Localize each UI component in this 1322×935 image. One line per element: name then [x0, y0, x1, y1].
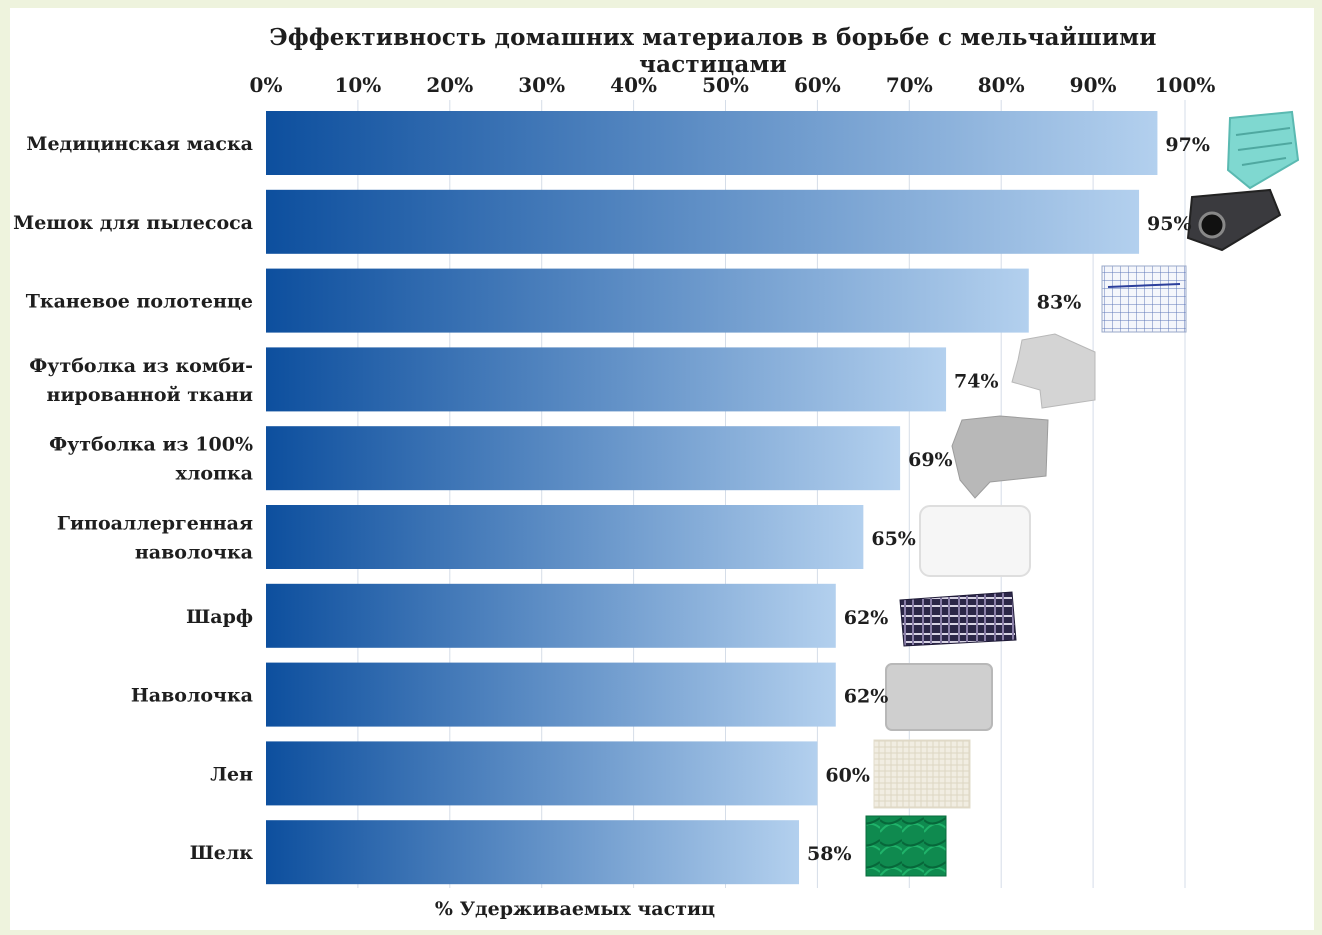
bar [266, 662, 836, 727]
category-label: Футболка из 100% [49, 434, 253, 456]
x-tick-label: 20% [426, 73, 473, 97]
bar [266, 741, 818, 806]
pillow-white-icon [919, 505, 1031, 577]
chart-title: Эффективность домашних материалов в борь… [269, 24, 1157, 78]
material-images [865, 110, 1300, 877]
x-axis-label: % Удерживаемых частиц [434, 898, 716, 920]
value-label: 97% [1165, 134, 1210, 156]
bar [266, 111, 1158, 175]
category-label: Лен [210, 763, 253, 785]
value-label: 74% [954, 370, 999, 392]
category-label: Шарф [186, 606, 253, 628]
scarf-icon [899, 591, 1017, 647]
value-label: 83% [1037, 292, 1082, 314]
value-label: 65% [871, 528, 916, 550]
category-label: Медицинская маска [26, 133, 253, 155]
category-label: Футболка из комби- [29, 355, 253, 377]
x-tick-label: 90% [1070, 73, 1117, 97]
mask-icon [1226, 110, 1300, 190]
value-label: 58% [807, 843, 852, 865]
x-tick-label: 100% [1155, 73, 1216, 97]
x-tick-label: 70% [886, 73, 933, 97]
x-tick-label: 40% [610, 73, 657, 97]
value-label: 60% [825, 764, 870, 786]
category-label: хлопка [176, 463, 253, 485]
category-label: Шелк [190, 842, 254, 864]
tshirt-cotton-icon [951, 415, 1049, 499]
x-tick-label: 30% [518, 73, 565, 97]
bar [266, 347, 947, 412]
x-tick-label: 50% [702, 73, 749, 97]
value-label: 69% [908, 449, 953, 471]
linen-icon [873, 739, 971, 809]
bar [266, 505, 864, 569]
silk-icon [865, 815, 947, 877]
category-label: Наволочка [131, 685, 253, 707]
bar [266, 268, 1029, 333]
bar [266, 820, 800, 885]
pillowcase-icon [885, 663, 993, 731]
vacuum-bag-icon [1186, 188, 1282, 252]
bar [266, 189, 1140, 254]
category-labels: Медицинская маска Мешок для пылесоса Ткане… [13, 133, 253, 864]
tshirt-blend-icon [1011, 333, 1096, 409]
value-labels: 97% 95% 83% 74% 69% 65% 62% 62% 60% 58% [807, 134, 1210, 865]
x-tick-label: 10% [334, 73, 381, 97]
x-tick-label: 80% [978, 73, 1025, 97]
category-label: Гипоаллергенная [57, 513, 253, 535]
category-label: нированной ткани [47, 384, 253, 406]
value-label: 62% [844, 607, 889, 629]
bar [266, 426, 901, 491]
x-axis-ticks: 0% 10% 20% 30% 40% 50% 60% 70% 80% 90% 100% [250, 73, 1216, 97]
category-label: наволочка [135, 542, 253, 564]
bar [266, 583, 836, 648]
x-tick-label: 60% [794, 73, 841, 97]
x-tick-label: 0% [250, 73, 283, 97]
value-label: 95% [1147, 213, 1192, 235]
category-label: Тканевое полотенце [26, 291, 253, 313]
towel-icon [1101, 265, 1187, 333]
value-label: 62% [844, 686, 889, 708]
bars [266, 111, 1158, 885]
category-label: Мешок для пылесоса [13, 212, 253, 234]
